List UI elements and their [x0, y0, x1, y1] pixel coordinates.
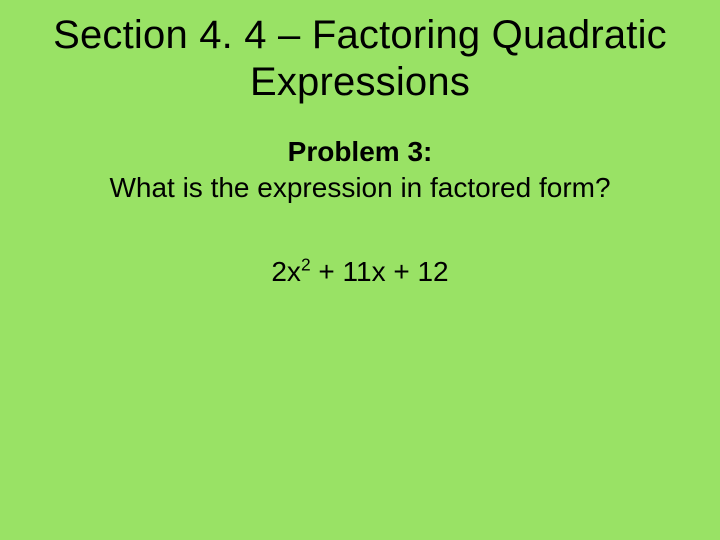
term1-exponent: 2	[301, 255, 311, 275]
expression-rest: + 11x + 12	[311, 256, 449, 287]
problem-question: What is the expression in factored form?	[0, 172, 720, 204]
section-title: Section 4. 4 – Factoring Quadratic Expre…	[0, 12, 720, 106]
quadratic-expression: 2x2 + 11x + 12	[0, 256, 720, 288]
term1-coef: 2x	[271, 256, 301, 287]
slide: Section 4. 4 – Factoring Quadratic Expre…	[0, 0, 720, 540]
problem-label: Problem 3:	[0, 136, 720, 168]
